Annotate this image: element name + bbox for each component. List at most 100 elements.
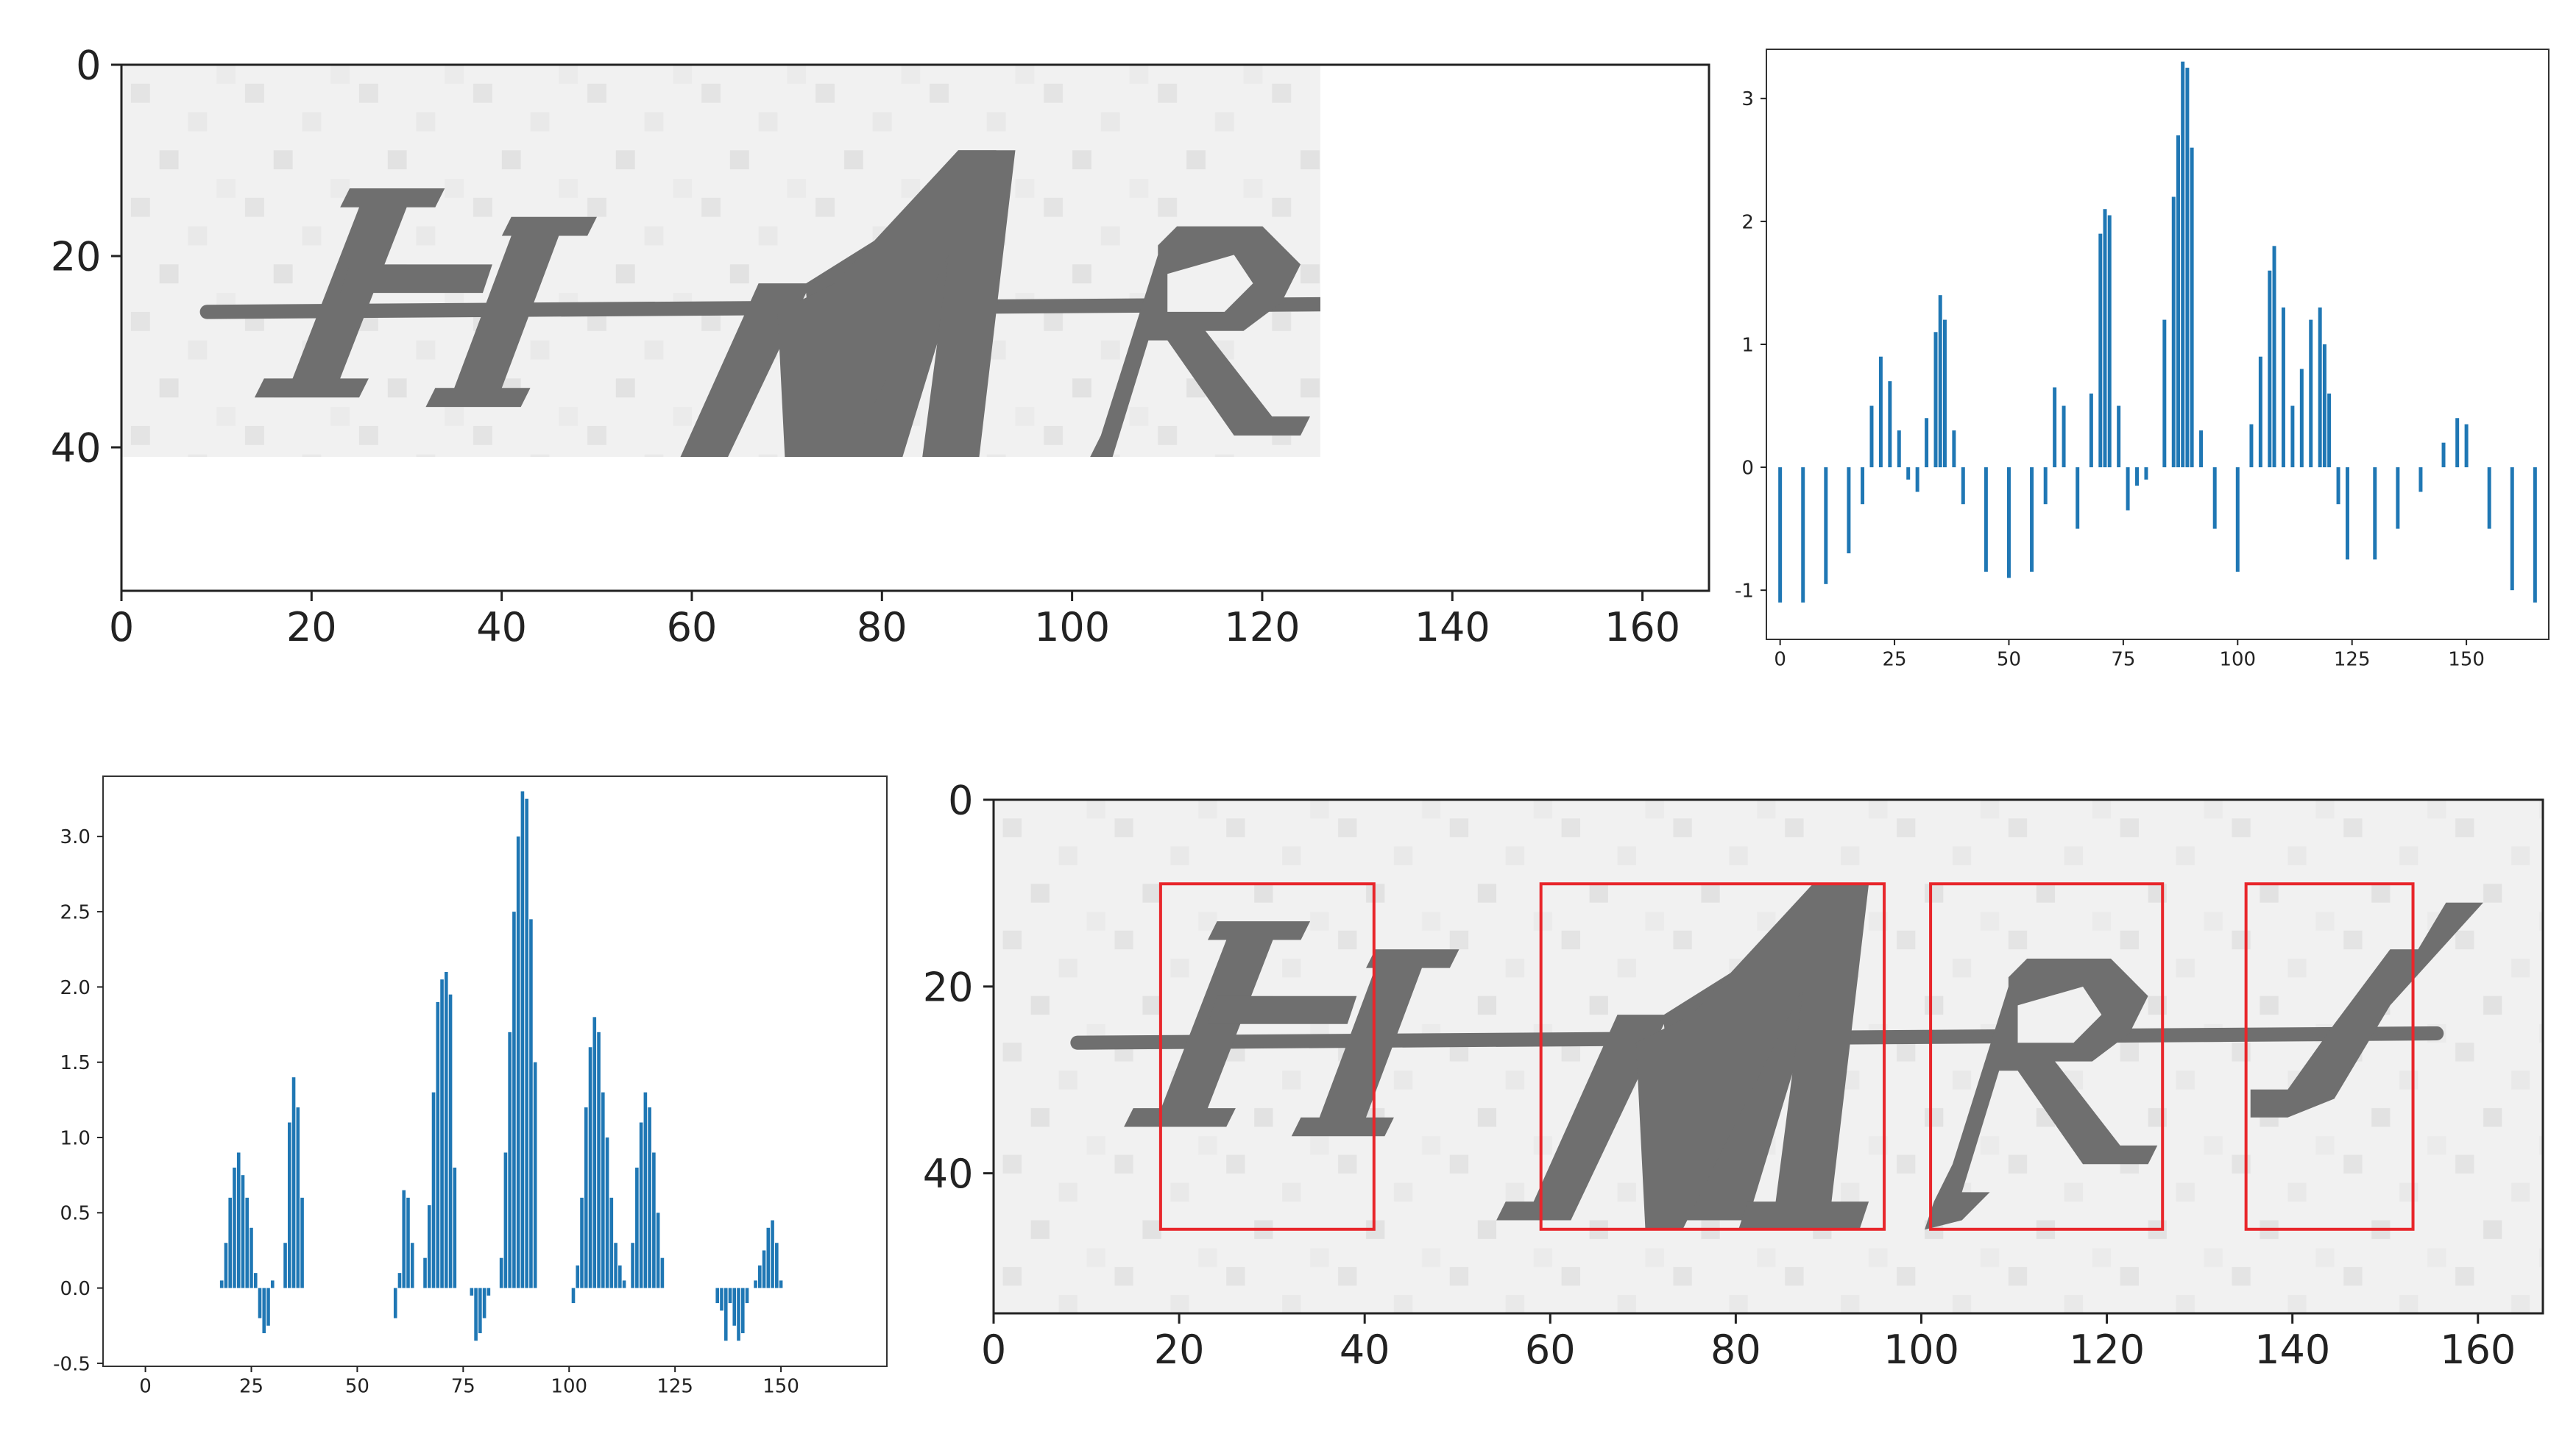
axis-ticks: 0 20 40 60 80 100 120 140 160 0 20 40	[51, 42, 1680, 650]
axis-ticks: 0 20 40 60 80 100 120 140 160 0 20 40	[923, 777, 2516, 1373]
projection-bar	[2181, 61, 2185, 468]
x-tick-label: 40	[476, 604, 527, 650]
thresholded-bar	[431, 1092, 436, 1288]
thresholded-bar	[588, 1047, 592, 1288]
axes-frame	[1766, 49, 2550, 640]
projection-bar	[2345, 467, 2349, 560]
thresholded-bar	[660, 1257, 665, 1288]
projection-bar	[2062, 405, 2066, 468]
x-tick-label: 25	[239, 1375, 263, 1397]
thresholded-bar	[228, 1197, 233, 1288]
thresholded-bar	[639, 1122, 643, 1288]
panel-thresholded-bar-chart: 0 25 50 75 100 125 150 -0.5 0.0 0.5 1.0 1.5 2.0 2.5 3.…	[53, 775, 888, 1397]
x-tick-label: 150	[762, 1375, 799, 1397]
thresholded-bar	[427, 1205, 431, 1288]
thresholded-bar	[478, 1288, 482, 1333]
y-tick-label: -0.5	[53, 1353, 91, 1375]
projection-bar	[1801, 467, 1805, 603]
x-tick-label: 120	[1224, 604, 1300, 650]
projection-bar	[2098, 233, 2103, 468]
projection-bar	[2076, 467, 2080, 529]
thresholded-bar	[423, 1257, 427, 1288]
axis-ticks: 0 25 50 75 100 125 150 -1 0 1 2 3	[1735, 88, 2485, 670]
projection-bar	[1778, 467, 1783, 603]
projection-bar	[2030, 467, 2034, 572]
x-tick-label: 125	[2334, 648, 2371, 670]
axes-frame	[120, 63, 1710, 592]
projection-bar	[1925, 418, 1929, 468]
projection-bar	[2190, 147, 2194, 468]
y-tick-label: 3	[1741, 88, 1754, 110]
y-tick-label: 3.0	[60, 826, 91, 848]
thresholded-bar	[571, 1288, 576, 1304]
thresholded-bar	[241, 1175, 245, 1288]
thresholded-bar	[520, 791, 525, 1288]
projection-bar	[2176, 135, 2180, 468]
thresholded-bar	[631, 1243, 634, 1288]
projection-bar	[1897, 430, 1901, 468]
x-tick-label: 150	[2448, 648, 2485, 670]
thresholded-bar	[300, 1197, 304, 1288]
x-tick-label: 140	[1415, 604, 1490, 650]
thresholded-bar	[592, 1017, 597, 1288]
x-tick-label: 140	[2254, 1327, 2330, 1373]
projection-bar	[2117, 405, 2121, 468]
projection-bar	[2199, 430, 2204, 468]
bar-series	[219, 791, 783, 1341]
captcha-image	[121, 65, 1710, 588]
projection-bar	[2290, 405, 2295, 468]
x-tick-label: 20	[286, 604, 337, 650]
projection-bar	[2510, 467, 2514, 591]
y-tick-label: 1.5	[60, 1052, 91, 1074]
thresholded-bar	[402, 1190, 406, 1288]
axis-ticks: 0 25 50 75 100 125 150 -0.5 0.0 0.5 1.0 1.5 2.0 2.5 3.…	[53, 826, 799, 1397]
projection-bar	[2272, 246, 2276, 468]
y-tick-label: 1	[1741, 334, 1754, 356]
thresholded-bar	[474, 1288, 478, 1341]
thresholded-bar	[219, 1280, 224, 1288]
thresholded-bar	[622, 1280, 626, 1288]
panel-captcha-segmented: 0 20 40 60 80 100 120 140 160 0 20 40	[923, 777, 2544, 1373]
y-tick-label: 0.0	[60, 1278, 91, 1300]
thresholded-bar	[233, 1167, 236, 1288]
projection-bar	[2212, 467, 2217, 529]
thresholded-bar	[533, 1062, 537, 1288]
projection-bar	[1824, 467, 1828, 584]
x-tick-label: 40	[1340, 1327, 1390, 1373]
thresholded-bar	[236, 1152, 241, 1288]
projection-bar	[1869, 405, 1874, 468]
thresholded-bar	[499, 1257, 503, 1288]
thresholded-bar	[440, 979, 444, 1288]
projection-bar	[2103, 209, 2107, 468]
projection-bar	[2281, 307, 2285, 468]
x-tick-label: 20	[1154, 1327, 1205, 1373]
thresholded-bar	[580, 1197, 584, 1288]
thresholded-bar	[720, 1288, 723, 1311]
segment-box	[1929, 882, 2165, 1231]
thresholded-bar	[262, 1288, 266, 1333]
y-tick-label: 0	[948, 777, 973, 823]
x-tick-label: 50	[345, 1375, 369, 1397]
thresholded-bar	[584, 1107, 588, 1288]
thresholded-bar	[250, 1227, 253, 1288]
x-tick-label: 0	[109, 604, 134, 650]
projection-bar	[1942, 319, 1947, 468]
projection-bar	[2464, 424, 2469, 468]
thresholded-bar	[270, 1280, 275, 1288]
axes-frame	[992, 798, 2544, 1315]
projection-bar	[2336, 467, 2340, 505]
thresholded-bar	[601, 1092, 605, 1288]
thresholded-bar	[529, 919, 533, 1288]
x-tick-label: 75	[2111, 648, 2135, 670]
thresholded-bar	[614, 1243, 618, 1288]
x-tick-label: 0	[139, 1375, 152, 1397]
thresholded-bar	[648, 1107, 651, 1288]
projection-bar	[2249, 424, 2254, 468]
thresholded-bar	[486, 1288, 491, 1296]
y-tick-label: 0	[1741, 457, 1754, 479]
thresholded-bar	[779, 1280, 783, 1288]
x-tick-label: 25	[1883, 648, 1907, 670]
thresholded-bar	[643, 1092, 648, 1288]
projection-bar	[2418, 467, 2423, 492]
thresholded-bar	[287, 1122, 291, 1288]
